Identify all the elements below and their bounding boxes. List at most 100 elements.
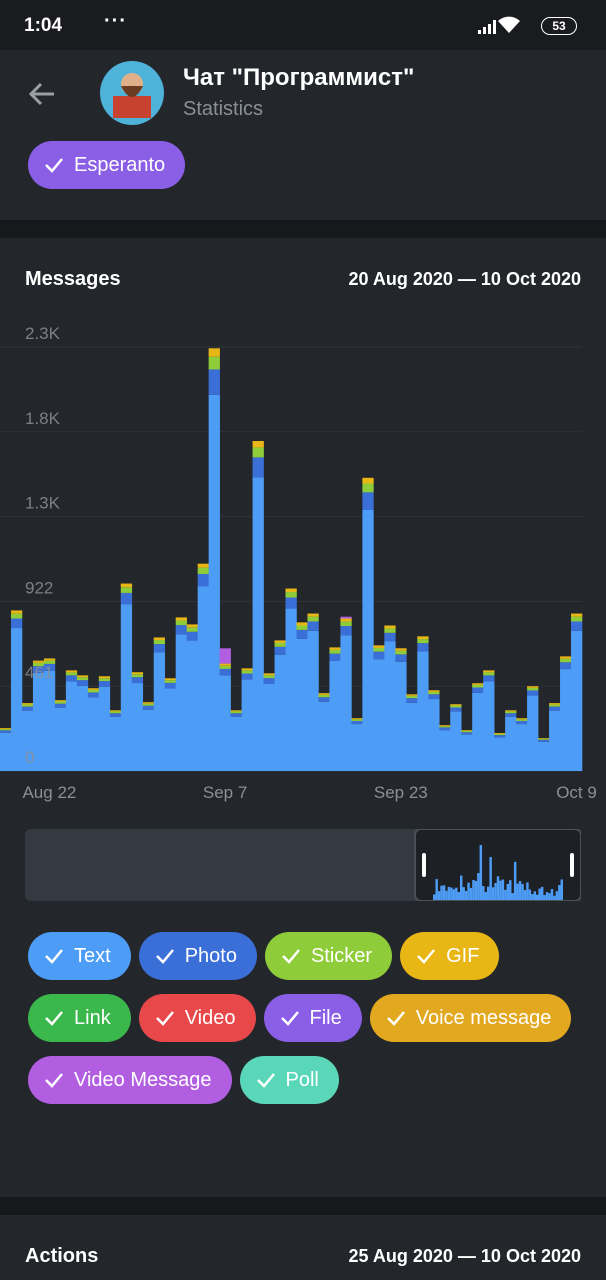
navigator-bar <box>496 876 500 900</box>
bar-segment <box>428 691 440 695</box>
legend-chip[interactable]: Voice message <box>369 994 572 1042</box>
legend-chip[interactable]: Sticker <box>264 932 393 980</box>
legend-chip[interactable]: Video <box>138 994 256 1042</box>
bar-segment <box>76 675 89 678</box>
bar-segment <box>274 654 286 771</box>
time: 1:04 <box>24 15 63 36</box>
bar-segment <box>109 711 122 714</box>
bar-segment <box>417 651 429 771</box>
bar-segment <box>494 734 506 736</box>
bar-segment <box>483 681 495 771</box>
navigator-bar <box>457 892 460 900</box>
navigator-bar <box>486 886 490 900</box>
bar-segment <box>263 673 275 676</box>
bar-segment <box>98 686 111 771</box>
legend-chip[interactable]: Photo <box>138 932 257 980</box>
bar-segment <box>461 734 473 771</box>
bar-segment <box>109 716 122 771</box>
bar-segment <box>285 588 297 593</box>
bar-segment <box>296 638 308 771</box>
bar-segment <box>32 672 45 771</box>
bar-segment <box>373 645 385 648</box>
bar-segment <box>0 729 12 731</box>
bar-segment <box>10 618 23 629</box>
bar-segment <box>527 687 539 691</box>
bar-segment <box>439 727 451 731</box>
navigator-bar <box>509 880 512 900</box>
bar-segment <box>571 630 583 771</box>
bar-segment <box>0 730 12 733</box>
status-bar: 1:04 ··· 53 <box>0 0 606 50</box>
bar-segment <box>571 621 583 631</box>
y-tick-label: 2.3K <box>25 324 61 343</box>
bar-segment <box>307 613 319 617</box>
bar-segment <box>274 640 286 643</box>
bar-segment <box>274 646 286 655</box>
bar-segment <box>450 705 462 708</box>
navigator-bar <box>459 875 463 900</box>
bar-segment <box>505 711 517 714</box>
actions-card: Actions 25 Aug 2020 — 10 Oct 2020 <box>0 1215 606 1280</box>
bar-segment <box>76 677 89 681</box>
actions-range: 25 Aug 2020 — 10 Oct 2020 <box>348 1246 581 1266</box>
bar-segment <box>263 683 275 771</box>
bar-segment <box>153 644 166 653</box>
navigator-bar <box>504 889 507 900</box>
legend-chip[interactable]: File <box>263 994 362 1042</box>
bar-segment <box>560 656 572 659</box>
bar-segment <box>120 583 133 588</box>
bar-segment <box>208 394 220 771</box>
bar-segment <box>395 648 407 651</box>
bar-segment <box>307 621 319 631</box>
bar-segment <box>505 713 517 717</box>
bar-segment <box>120 592 133 605</box>
bar-segment <box>164 682 176 689</box>
bar-segment <box>164 680 176 683</box>
more: ··· <box>104 10 127 32</box>
legend-chip[interactable]: Poll <box>239 1056 339 1104</box>
bar-segment <box>0 732 12 771</box>
bar-segment <box>186 640 198 771</box>
bar-segment <box>362 509 374 771</box>
back-button[interactable] <box>26 78 58 110</box>
bar-segment <box>406 702 418 771</box>
navigator-bar <box>553 895 556 900</box>
bar-segment <box>87 692 100 698</box>
y-tick-label: 0 <box>25 748 34 767</box>
bar-segment <box>318 701 330 771</box>
legend-chip[interactable]: GIF <box>400 932 500 980</box>
bar-segment <box>296 622 308 626</box>
bar-segment <box>318 694 330 698</box>
bar-segment <box>0 728 12 730</box>
legend-label: File <box>309 1006 342 1029</box>
navigator-bar <box>494 883 497 900</box>
window-handle <box>422 853 426 877</box>
bar-segment <box>461 730 473 733</box>
bar-segment <box>571 616 583 622</box>
battery: 53 <box>541 17 577 35</box>
language-chip[interactable]: Esperanto <box>28 141 186 189</box>
bar-segment <box>428 690 440 692</box>
legend-chip[interactable]: Video Message <box>28 1056 232 1104</box>
navigator-bar <box>491 887 495 900</box>
legend-label: Poll <box>285 1068 319 1091</box>
bar-segment <box>505 710 517 712</box>
bar-segment <box>340 616 352 619</box>
navigator[interactable] <box>25 829 581 901</box>
navigator-bar <box>482 886 485 900</box>
bar-segment <box>516 724 528 771</box>
legend-chip[interactable]: Link <box>28 994 131 1042</box>
bar-segment <box>450 707 462 712</box>
bar-segment <box>241 679 253 771</box>
bar-segment <box>494 733 506 735</box>
bar-segment <box>472 683 484 685</box>
bar-segment <box>417 639 429 644</box>
navigator-bar <box>472 880 475 900</box>
bar-segment <box>351 724 363 771</box>
bar-segment <box>417 643 429 652</box>
chat-title: Чат "Программист" <box>183 64 415 91</box>
legend-chip[interactable]: Text <box>28 932 131 980</box>
avatar[interactable] <box>99 60 165 126</box>
bar-segment <box>439 730 451 771</box>
chat-subtitle: Statistics <box>183 98 264 120</box>
